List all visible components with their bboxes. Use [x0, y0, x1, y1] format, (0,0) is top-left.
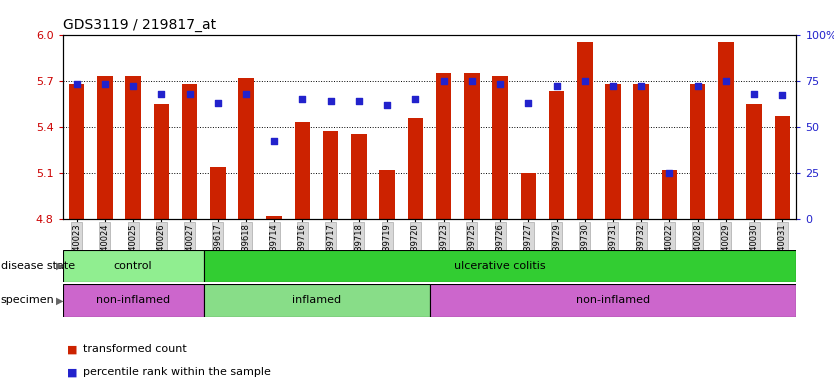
Point [635, 83, 648, 89]
Point [521, 100, 535, 106]
Bar [690, 84, 706, 219]
Bar [69, 84, 84, 219]
Bar [125, 76, 141, 219]
Point [691, 83, 705, 89]
Bar [661, 170, 677, 219]
Bar [63, 284, 203, 317]
Bar [153, 104, 169, 219]
Bar [351, 134, 367, 219]
Bar [97, 76, 113, 219]
Text: GDS3119 / 219817_at: GDS3119 / 219817_at [63, 18, 216, 32]
Text: non-inflamed: non-inflamed [576, 295, 650, 306]
Point [183, 91, 196, 97]
Point [239, 91, 253, 97]
Point [550, 83, 563, 89]
Point [352, 98, 365, 104]
Text: percentile rank within the sample: percentile rank within the sample [83, 367, 271, 377]
Bar [436, 73, 451, 219]
Bar [63, 250, 203, 282]
Bar [577, 42, 592, 219]
Text: non-inflamed: non-inflamed [96, 295, 170, 306]
Text: ■: ■ [67, 367, 78, 377]
Point [494, 81, 507, 88]
Bar [430, 284, 796, 317]
Point [127, 83, 140, 89]
Bar [746, 104, 762, 219]
Bar [182, 84, 198, 219]
Point [409, 96, 422, 102]
Bar [203, 284, 430, 317]
Point [747, 91, 761, 97]
Bar [239, 78, 254, 219]
Point [776, 92, 789, 98]
Point [578, 78, 591, 84]
Bar [203, 250, 796, 282]
Text: disease state: disease state [1, 261, 75, 271]
Point [211, 100, 224, 106]
Bar [718, 42, 734, 219]
Text: specimen: specimen [1, 295, 54, 306]
Text: control: control [113, 261, 153, 271]
Point [70, 81, 83, 88]
Bar [775, 116, 790, 219]
Bar [210, 167, 225, 219]
Bar [294, 122, 310, 219]
Text: transformed count: transformed count [83, 344, 187, 354]
Bar [520, 173, 536, 219]
Bar [492, 76, 508, 219]
Point [380, 101, 394, 108]
Text: ■: ■ [67, 344, 78, 354]
Point [465, 78, 479, 84]
Bar [323, 131, 339, 219]
Text: inflamed: inflamed [292, 295, 341, 306]
Point [268, 138, 281, 144]
Text: ulcerative colitis: ulcerative colitis [455, 261, 546, 271]
Point [719, 78, 732, 84]
Bar [267, 216, 282, 219]
Text: ▶: ▶ [56, 261, 63, 271]
Bar [634, 84, 649, 219]
Bar [379, 170, 395, 219]
Point [296, 96, 309, 102]
Point [324, 98, 338, 104]
Point [154, 91, 168, 97]
Point [98, 81, 112, 88]
Bar [549, 91, 565, 219]
Bar [408, 118, 423, 219]
Point [606, 83, 620, 89]
Bar [464, 73, 480, 219]
Text: ▶: ▶ [56, 295, 63, 306]
Bar [605, 84, 620, 219]
Point [437, 78, 450, 84]
Point [663, 170, 676, 176]
